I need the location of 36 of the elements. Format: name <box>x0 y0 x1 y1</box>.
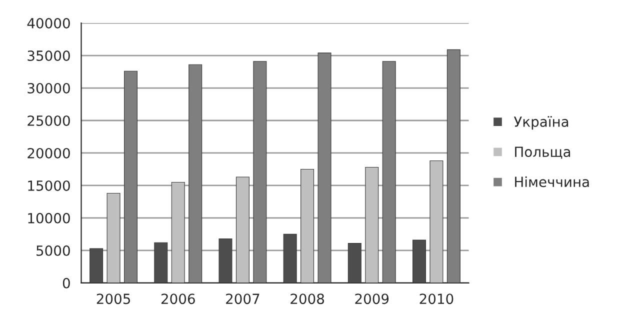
y-tick-label: 30000 <box>28 82 70 94</box>
y-tick-label: 5000 <box>36 245 70 256</box>
bar <box>348 243 362 283</box>
bar <box>218 238 232 283</box>
legend-label: Україна <box>514 116 568 130</box>
bar <box>253 61 267 283</box>
legend-label: Польща <box>515 146 570 159</box>
x-tick-label: 2008 <box>290 294 324 304</box>
y-tick-label: 20000 <box>28 148 70 158</box>
bar <box>300 168 314 283</box>
y-tick-label: 10000 <box>28 212 70 224</box>
bar <box>446 49 460 283</box>
y-tick-label: 40000 <box>27 18 70 29</box>
bar <box>365 167 379 283</box>
x-tick-label: 2007 <box>226 294 260 304</box>
legend-label: Німеччина <box>515 176 589 188</box>
y-tick-label: 15000 <box>28 180 70 191</box>
x-tick-label: 2010 <box>420 294 454 304</box>
x-tick-label: 2005 <box>96 294 130 304</box>
y-tick-label: 25000 <box>28 115 70 126</box>
bar <box>171 182 185 283</box>
bar <box>412 240 426 283</box>
bar <box>430 160 444 283</box>
bar <box>318 52 332 283</box>
y-tick-label: 0 <box>62 278 70 288</box>
x-tick-label: 2006 <box>161 294 195 304</box>
bar <box>154 242 168 283</box>
bar <box>283 234 297 283</box>
y-tick-label: 35000 <box>28 50 70 61</box>
bar <box>382 61 396 283</box>
bar <box>90 248 104 283</box>
bar <box>124 70 138 283</box>
x-tick-label: 2009 <box>355 294 389 304</box>
bar <box>236 176 250 283</box>
bar <box>188 64 202 283</box>
bar <box>106 192 120 283</box>
